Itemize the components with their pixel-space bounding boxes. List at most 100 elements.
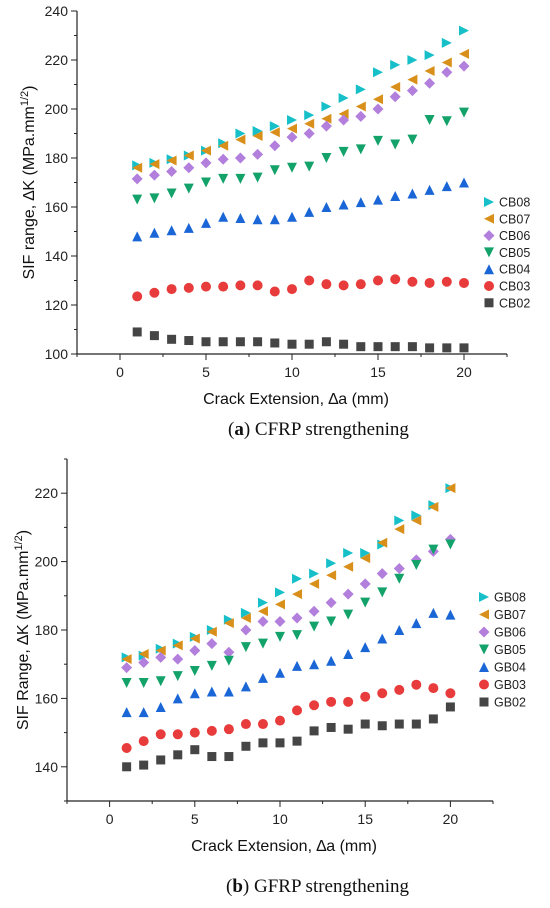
x-tick-label: 20 [456,364,472,380]
legend-label: GB05 [494,643,526,657]
data-point [304,118,315,129]
data-point [218,211,229,222]
data-point [235,337,245,347]
data-point [441,116,452,127]
legend-label: CB08 [499,196,530,210]
data-point [390,81,401,92]
data-point [343,609,354,620]
data-point [373,67,383,78]
data-point [257,606,268,617]
data-point [458,60,470,72]
data-point [326,558,337,569]
data-point [155,651,167,663]
data-point [355,197,366,208]
data-point [252,280,263,291]
data-point [224,752,234,762]
data-point [424,50,435,61]
data-point [131,173,143,185]
legend-marker [484,213,494,224]
data-point [459,107,469,118]
data-point [201,281,211,292]
data-point [235,128,246,139]
x-tick-label: 5 [202,364,210,380]
series-cb07 [132,48,469,173]
data-point [132,327,142,337]
data-point [390,59,401,70]
data-point [373,275,383,286]
data-point [257,615,269,627]
data-point [407,55,418,65]
data-point [252,126,263,137]
data-point [184,336,194,346]
data-point [269,127,280,138]
data-point [304,161,315,172]
data-point [407,188,418,199]
data-point [292,589,303,600]
data-point [287,115,297,126]
data-point [355,144,366,155]
data-point [309,621,320,632]
legend: GB08 GB07 GB06 GB05 GB04 GB03 GB02 [478,591,526,710]
y-tick-label: 140 [35,759,59,775]
data-point [167,334,177,344]
legend-label: CB03 [499,280,530,294]
series-cb08 [132,25,469,171]
data-point [269,165,280,176]
data-point [393,562,405,574]
data-point [240,607,251,618]
data-point [441,37,452,48]
data-point [394,515,405,526]
data-point [252,130,263,141]
data-point [326,655,337,666]
data-point [172,671,183,682]
caption-b: (b) GFRP strengthening [226,876,409,897]
y-tick-label: 180 [45,150,69,166]
data-point [149,331,159,341]
data-point [372,103,384,115]
data-point [411,618,422,629]
legend-label: GB06 [494,626,526,640]
data-point [445,483,456,494]
data-point [240,624,252,636]
data-point [394,684,405,695]
legend-marker [479,697,489,707]
data-point [292,736,302,746]
legend-label: CB05 [499,246,530,260]
data-point [138,707,149,718]
data-point [132,231,143,242]
legend-marker [484,281,494,291]
data-point [240,642,251,653]
data-point [338,146,349,157]
data-point [359,578,371,590]
data-point [445,688,456,699]
data-point [218,173,229,184]
data-point [235,280,246,291]
y-tick-label: 180 [35,622,59,638]
legend-label: GB02 [494,696,526,710]
data-point [309,726,319,736]
legend-marker [479,679,489,690]
y-tick-label: 200 [35,554,59,570]
data-point [155,729,166,740]
data-point [411,560,422,571]
data-point [390,274,401,285]
data-point [166,225,177,236]
data-point [166,284,177,295]
data-point [287,339,297,349]
data-point [445,609,456,620]
data-point [121,662,133,674]
data-point [183,183,194,194]
data-point [189,633,200,644]
data-point [390,190,401,201]
data-point [424,115,435,126]
data-point [223,686,234,697]
data-point [424,184,435,195]
data-point [411,719,421,729]
legend: CB08 CB07 CB06 CB05 CB04 CB03 CB02 [483,196,530,310]
legend-marker [483,230,495,242]
legend-label: CB07 [499,212,530,226]
data-point [155,701,166,712]
data-point [304,110,315,121]
data-point [201,217,211,228]
data-point [411,679,422,690]
